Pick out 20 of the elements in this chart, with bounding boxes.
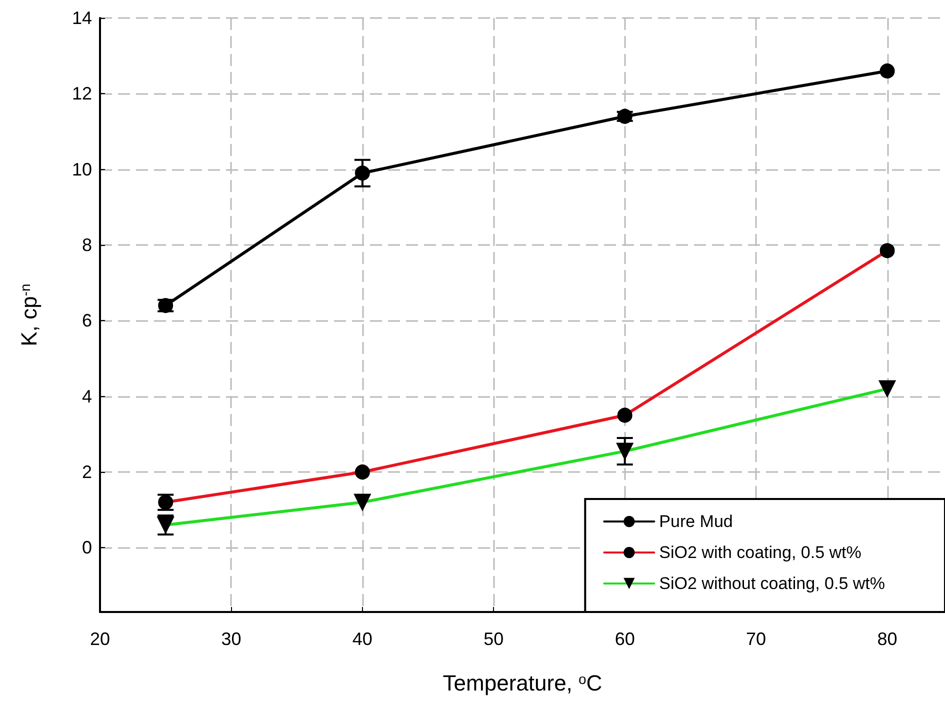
x-tick-label: 40 <box>352 629 372 649</box>
x-tick-label: 30 <box>221 629 242 649</box>
y-tick-label: 12 <box>72 84 92 104</box>
x-tick-label: 50 <box>484 629 504 649</box>
legend-label: SiO2 with coating, 0.5 wt% <box>659 543 862 562</box>
y-tick-label: 2 <box>82 462 92 482</box>
y-tick-label: 10 <box>72 159 92 180</box>
y-axis-title: K, cp-n <box>16 284 42 346</box>
y-tick-label: 6 <box>82 310 92 331</box>
x-tick-label: 20 <box>90 629 110 649</box>
y-tick-label: 8 <box>82 235 92 256</box>
x-tick-label: 60 <box>614 629 635 649</box>
point <box>880 63 895 78</box>
legend-label: Pure Mud <box>659 512 733 531</box>
y-tick-label: 14 <box>72 8 92 28</box>
y-tick-label: 4 <box>82 386 92 406</box>
x-tick-label: 80 <box>877 629 898 649</box>
legend-label: SiO2 without coating, 0.5 wt% <box>659 574 886 593</box>
y-tick-label: 0 <box>82 538 92 558</box>
x-tick-label: 70 <box>746 629 766 649</box>
